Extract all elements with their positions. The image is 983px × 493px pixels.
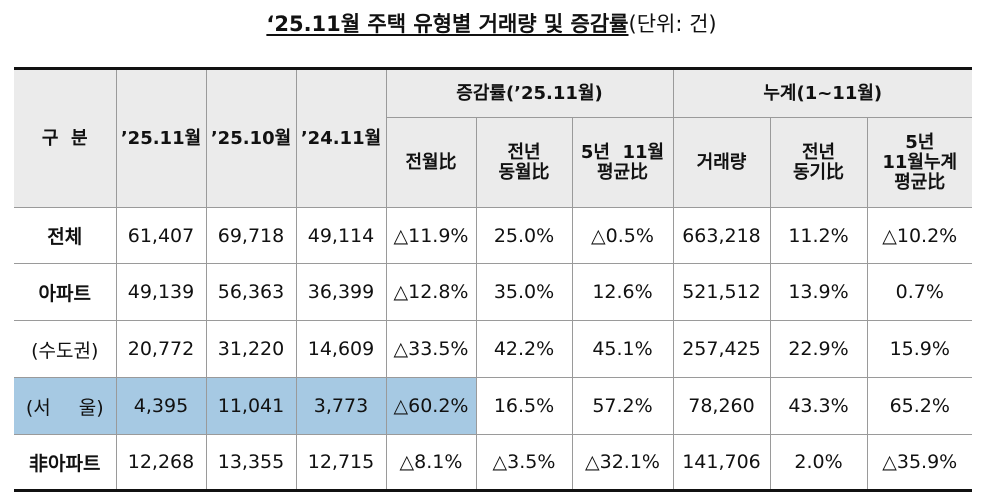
cell-2411: 14,609 <box>295 320 387 378</box>
cell-yoy: △3.5% <box>475 434 573 492</box>
table-row: 아파트 49,139 56,363 36,399 △12.8% 35.0% 12… <box>14 263 972 321</box>
cell-cum-5y: 65.2% <box>866 377 972 435</box>
row-label: 전체 <box>14 207 117 264</box>
cell-5y-avg: 12.6% <box>571 263 674 321</box>
row-label: (수도권) <box>14 320 117 378</box>
table-row-highlighted: (서 울) 4,395 11,041 3,773 △60.2% 16.5% 57.… <box>14 377 972 435</box>
transaction-table: 구 분 ’25.11월 ’25.10월 ’24.11월 증감률(’25.11월)… <box>14 67 972 492</box>
cell-2411: 49,114 <box>295 207 387 264</box>
cell-2411: 36,399 <box>295 263 387 321</box>
cell-cum-5y: △10.2% <box>866 207 972 264</box>
cell-mom: △8.1% <box>385 434 477 492</box>
header-cum-5y: 5년 11월누계 평균比 <box>866 117 972 208</box>
cell-cum-5y: △35.9% <box>866 434 972 492</box>
cell-mom: △12.8% <box>385 263 477 321</box>
header-2510: ’25.10월 <box>205 67 297 208</box>
cell-2510: 31,220 <box>205 320 297 378</box>
header-mom: 전월比 <box>386 117 477 208</box>
cell-yoy: 16.5% <box>475 377 573 435</box>
row-label: (서 울) <box>14 377 117 435</box>
row-label-close: 울) <box>78 396 104 419</box>
header-cum-5y-line1: 5년 <box>905 131 935 153</box>
cell-cum: 78,260 <box>672 377 771 435</box>
cell-5y-avg: 57.2% <box>571 377 674 435</box>
header-category: 구 분 <box>14 67 117 208</box>
cell-cum-yoy: 2.0% <box>769 434 868 492</box>
cell-yoy: 25.0% <box>475 207 573 264</box>
header-yoy-line2: 동월比 <box>498 161 550 183</box>
cell-2510: 69,718 <box>205 207 297 264</box>
cell-mom: △60.2% <box>385 377 477 435</box>
cell-2411: 3,773 <box>295 377 387 435</box>
row-label-open: (서 <box>25 396 51 419</box>
row-label: 非아파트 <box>14 434 117 492</box>
cell-2510: 56,363 <box>205 263 297 321</box>
cell-2511: 12,268 <box>115 434 207 492</box>
header-volume: 거래량 <box>672 117 771 208</box>
header-cum-yoy-line2: 동기比 <box>792 161 845 183</box>
cell-cum-5y: 15.9% <box>866 320 972 378</box>
header-5y-line2: 평균比 <box>596 161 649 183</box>
header-2411: ’24.11월 <box>295 67 387 208</box>
header-5y-avg: 5년 11월 평균比 <box>571 117 674 208</box>
cell-2510: 13,355 <box>205 434 297 492</box>
row-label: 아파트 <box>14 263 117 321</box>
cell-cum-yoy: 11.2% <box>769 207 868 264</box>
header-change-group: 증감률(’25.11월) <box>385 67 674 118</box>
header-yoy: 전년 동월比 <box>475 117 573 208</box>
title-main: ‘25.11월 주택 유형별 거래량 및 증감률 <box>266 12 629 36</box>
cell-mom: △33.5% <box>385 320 477 378</box>
cell-cum-yoy: 22.9% <box>769 320 868 378</box>
cell-2511: 61,407 <box>115 207 207 264</box>
table-row: 전체 61,407 69,718 49,114 △11.9% 25.0% △0.… <box>14 207 972 264</box>
cell-cum: 521,512 <box>672 263 771 321</box>
header-2511: ’25.11월 <box>115 67 207 208</box>
header-cumulative-group: 누계(1~11월) <box>672 67 972 118</box>
title-unit: (단위: 건) <box>628 12 717 36</box>
table-row: 非아파트 12,268 13,355 12,715 △8.1% △3.5% △3… <box>14 434 972 492</box>
table-title: ‘25.11월 주택 유형별 거래량 및 증감률(단위: 건) <box>0 8 983 38</box>
cell-cum-yoy: 13.9% <box>769 263 868 321</box>
cell-2511: 20,772 <box>115 320 207 378</box>
header-yoy-line1: 전년 <box>507 141 541 163</box>
header-cum-5y-line3: 평균比 <box>894 171 946 193</box>
cell-2510: 11,041 <box>205 377 297 435</box>
cell-5y-avg: △0.5% <box>571 207 674 264</box>
cell-2511: 49,139 <box>115 263 207 321</box>
table-row: (수도권) 20,772 31,220 14,609 △33.5% 42.2% … <box>14 320 972 378</box>
cell-2411: 12,715 <box>295 434 387 492</box>
cell-2511: 4,395 <box>115 377 207 435</box>
cell-cum-5y: 0.7% <box>866 263 972 321</box>
header-5y-line1: 5년 11월 <box>580 141 665 163</box>
cell-5y-avg: 45.1% <box>571 320 674 378</box>
cell-5y-avg: △32.1% <box>571 434 674 492</box>
cell-mom: △11.9% <box>385 207 477 264</box>
cell-yoy: 35.0% <box>475 263 573 321</box>
cell-cum: 141,706 <box>672 434 771 492</box>
header-cum-yoy: 전년 동기比 <box>769 117 868 208</box>
header-cum-yoy-line1: 전년 <box>801 141 836 163</box>
cell-cum: 663,218 <box>672 207 771 264</box>
cell-cum: 257,425 <box>672 320 771 378</box>
header-cum-5y-line2: 11월누계 <box>882 151 958 173</box>
cell-cum-yoy: 43.3% <box>769 377 868 435</box>
cell-yoy: 42.2% <box>475 320 573 378</box>
